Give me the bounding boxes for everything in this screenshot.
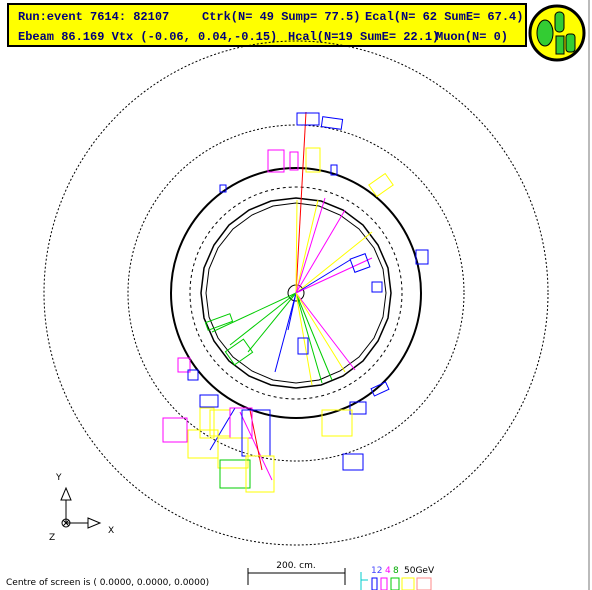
muon: Muon(N= 0) (436, 30, 508, 44)
clusters (162, 112, 429, 493)
energy-legend-boxes (371, 577, 432, 590)
hcal: Hcal(N=19 SumE= 22.1) (288, 30, 439, 44)
axis-z-label: Z (49, 533, 55, 543)
tracks (209, 111, 373, 481)
scale-label: 200. cm. (276, 561, 315, 571)
footer: Centre of screen is ( 0.0000, 0.0000, 0.… (6, 578, 209, 588)
run-event: Run:event 7614: 82107 (18, 10, 169, 24)
energy-legend-ticks (360, 572, 368, 590)
energy-legend: 4 (385, 566, 391, 576)
ctrk: Ctrk(N= 49 Sump= 77.5) (202, 10, 360, 24)
axis-x-label: X (108, 526, 114, 536)
energy-legend: 50GeV (404, 566, 435, 576)
header-box (7, 3, 527, 47)
logo (528, 4, 586, 62)
ecal: Ecal(N= 62 SumE= 67.4) (365, 10, 523, 24)
axis-glyph (60, 486, 102, 529)
axis-y-label: Y (55, 473, 62, 483)
energy-legend: 12 (371, 566, 382, 576)
detector (43, 40, 549, 546)
energy-legend: 8 (393, 566, 399, 576)
ebeam-vtx: Ebeam 86.169 Vtx (-0.06, 0.04,-0.15) (18, 30, 277, 44)
scale-bar (247, 568, 346, 585)
